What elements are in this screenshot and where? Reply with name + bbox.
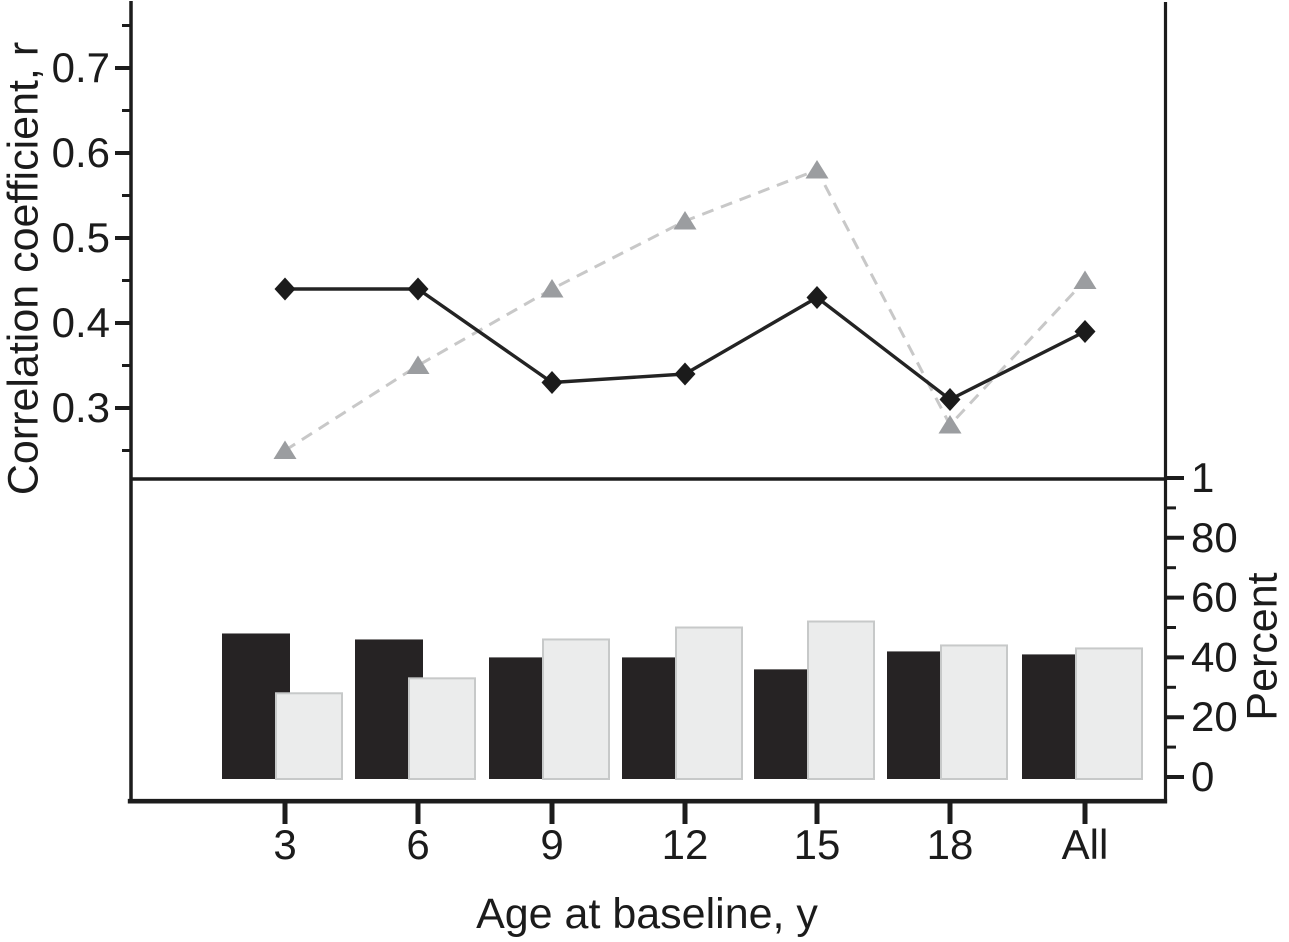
triangle-marker (540, 279, 564, 298)
diamond-marker (274, 277, 296, 301)
triangle-marker (673, 211, 697, 230)
right-tick-label: 40 (1191, 633, 1238, 680)
right-tick-label: 0 (1191, 753, 1214, 800)
diamond-marker (541, 371, 563, 394)
gray-bar (542, 638, 610, 781)
x-axis-title: Age at baseline, y (476, 890, 818, 938)
x-tick-label: 6 (406, 821, 429, 868)
right-tick-label: 80 (1191, 514, 1238, 561)
left-tick-label: 0.7 (52, 44, 110, 91)
left-tick-label: 0.6 (52, 129, 110, 176)
right-tick-label: 1 (1191, 454, 1214, 501)
left-axis-title: Correlation coefficient, r (0, 41, 48, 496)
x-tick-label: 18 (927, 821, 974, 868)
gray-bar (275, 692, 343, 781)
diamond-marker (939, 388, 961, 411)
diamond-marker (1074, 320, 1096, 343)
left-tick-label: 0.5 (52, 214, 110, 261)
gray-bar (675, 626, 743, 780)
gray-bar (807, 620, 875, 781)
diamond-marker (674, 362, 696, 386)
x-tick-label: 9 (540, 821, 563, 868)
diamond-marker (806, 286, 828, 309)
triangle-marker (273, 440, 297, 459)
triangle-marker (1073, 270, 1097, 289)
left-tick-label: 0.3 (52, 384, 110, 431)
triangle-marker (938, 415, 962, 434)
right-tick-label: 60 (1191, 574, 1238, 621)
triangle-marker (406, 355, 430, 374)
gray-bar (408, 677, 476, 781)
gray-bar (940, 644, 1008, 780)
x-tick-label: 12 (662, 821, 709, 868)
left-tick-label: 0.4 (52, 299, 110, 346)
x-tick-label: 3 (273, 821, 296, 868)
gray-bar (1075, 647, 1143, 780)
x-tick-label: All (1062, 821, 1109, 868)
x-tick-label: 15 (794, 821, 841, 868)
right-axis-title: Percent (1238, 572, 1287, 721)
diamond-marker (407, 277, 429, 301)
triangle-marker (805, 160, 829, 179)
right-tick-label: 20 (1191, 693, 1238, 740)
